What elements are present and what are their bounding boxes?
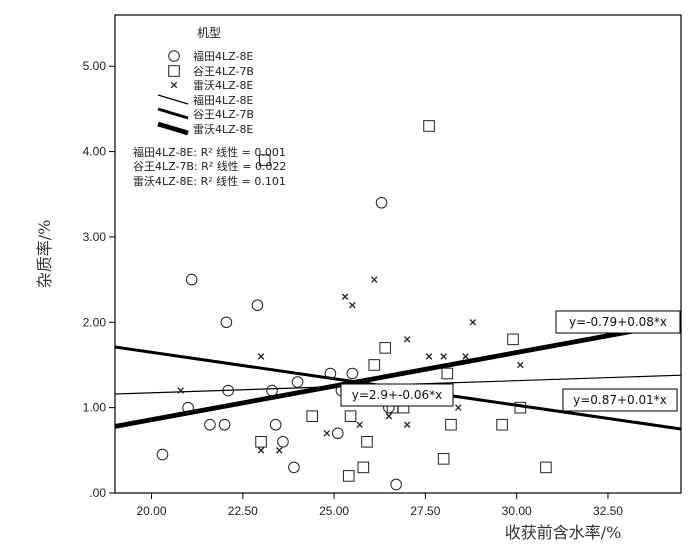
data-point	[356, 421, 363, 428]
y-tick-label: 3.00	[83, 230, 107, 244]
legend-line-swatch	[157, 94, 189, 105]
data-point	[437, 453, 450, 465]
data-point	[349, 301, 356, 309]
y-tick-label: 2.00	[83, 315, 107, 329]
x-tick-label: 22.50	[228, 504, 258, 518]
x-tick-label: 20.00	[137, 504, 167, 518]
data-point	[423, 120, 435, 132]
legend-entry-label: 雷沃4LZ-8E	[193, 79, 253, 92]
data-point	[342, 470, 355, 482]
r2-label: 福田4LZ-8E: R² 线性 = 0.001	[133, 145, 286, 159]
data-point	[462, 353, 469, 360]
equation-box	[340, 383, 454, 407]
equation-label: y=-0.79+0.08*x	[569, 315, 667, 329]
data-point	[251, 299, 264, 312]
data-point	[496, 418, 508, 431]
data-point	[331, 427, 344, 440]
data-point	[344, 410, 357, 422]
data-point	[440, 353, 447, 360]
data-point	[517, 361, 524, 369]
data-point	[346, 367, 359, 380]
data-point	[269, 418, 282, 431]
data-point	[425, 353, 433, 360]
data-point	[469, 319, 477, 326]
equation-box	[562, 388, 678, 412]
legend-entry-label: 雷沃4LZ-8E	[193, 123, 253, 136]
data-point	[507, 333, 519, 346]
data-point	[514, 401, 527, 414]
x-tick-label: 25.00	[319, 504, 349, 518]
data-point	[218, 418, 231, 431]
data-point	[375, 196, 388, 209]
legend-entry-label: 福田4LZ-8E	[193, 93, 253, 107]
data-point	[390, 478, 402, 491]
data-point	[255, 435, 267, 448]
y-tick-label: 4.00	[83, 145, 107, 159]
data-point	[540, 461, 552, 474]
axes: .00 1.00 2.00 3.00 4.00 5.00 20.00 22.50 25.00 27…	[35, 59, 623, 542]
data-point	[156, 448, 169, 461]
legend-entry-label: 谷王4LZ-7B	[193, 65, 254, 78]
legend-line-swatch	[157, 121, 189, 136]
fit-line	[114, 319, 682, 429]
r2-label: 雷沃4LZ-8E: R² 线性 = 0.101	[133, 174, 286, 188]
legend-title: 机型	[197, 26, 221, 40]
legend: 机型福田4LZ-8E谷王4LZ-7B雷沃4LZ-8E福田4LZ-8E谷王4LZ-…	[133, 26, 286, 188]
legend-marker	[170, 81, 178, 89]
data-point	[257, 353, 265, 360]
legend-marker	[168, 50, 180, 62]
x-axis-title: 收获前含水率/%	[505, 523, 622, 542]
data-point	[385, 412, 393, 420]
data-point	[371, 276, 378, 283]
data-point	[220, 316, 233, 329]
data-point	[185, 273, 198, 286]
equation-box	[555, 310, 681, 334]
r2-label: 谷王4LZ-7B: R² 线性 = 0.022	[133, 159, 286, 173]
data-point	[379, 342, 392, 354]
data-point	[266, 384, 278, 397]
equation-label: y=0.87+0.01*x	[573, 393, 667, 407]
data-point	[222, 384, 234, 397]
legend-entry-label: 谷王4LZ-7B	[193, 108, 254, 121]
data-point	[341, 293, 349, 300]
data-point	[368, 359, 381, 371]
data-points	[156, 120, 552, 491]
data-point	[324, 367, 337, 380]
data-point	[441, 367, 454, 380]
data-point	[277, 435, 289, 448]
legend-entry-label: 福田4LZ-8E	[193, 49, 253, 63]
data-point	[323, 429, 331, 437]
data-point	[403, 421, 411, 428]
data-point	[357, 461, 370, 474]
legend-marker	[168, 65, 180, 77]
y-tick-label: 5.00	[83, 59, 107, 73]
data-point	[291, 376, 304, 388]
data-point	[276, 447, 283, 454]
data-point	[204, 418, 216, 431]
data-point	[306, 410, 318, 422]
data-point	[445, 418, 457, 431]
equation-label: y=2.9+-0.06*x	[352, 388, 442, 402]
data-point	[258, 154, 271, 166]
data-point	[361, 435, 373, 448]
x-tick-label: 30.00	[502, 504, 532, 518]
y-axis-title: 杂质率/%	[35, 220, 54, 289]
data-point	[257, 447, 265, 454]
data-point	[288, 461, 300, 474]
data-point	[454, 404, 462, 411]
x-tick-label: 27.50	[410, 504, 440, 518]
x-tick-label: 32.50	[593, 504, 623, 518]
data-point	[403, 336, 411, 343]
equation-labels: y=-0.79+0.08*x y=2.9+-0.06*x y=0.87+0.01*x	[340, 310, 681, 412]
data-point	[177, 387, 184, 394]
legend-line-swatch	[157, 107, 189, 120]
y-tick-label: 1.00	[83, 401, 107, 415]
data-point	[182, 401, 194, 414]
y-tick-label: .00	[89, 486, 106, 500]
